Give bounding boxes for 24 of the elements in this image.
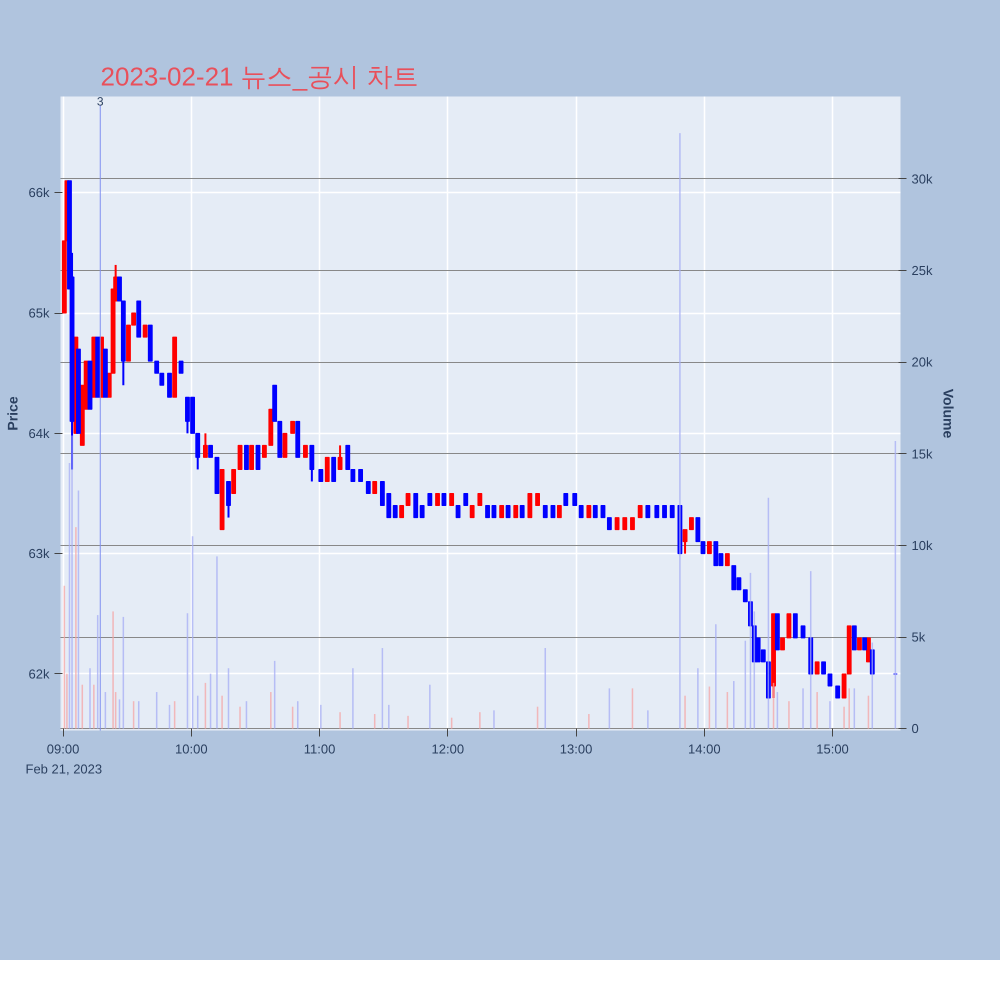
y2-tick-label: 0 <box>912 721 919 736</box>
x-tick-label: 12:00 <box>432 742 464 756</box>
x-tick-label: 14:00 <box>688 742 721 756</box>
y-tick-label: 65k <box>28 306 50 321</box>
x-tick-label: 13:00 <box>560 742 592 756</box>
x-tick-label: 11:00 <box>304 742 336 756</box>
y2-tick-label: 15k <box>912 446 933 462</box>
y2-tick-label: 5k <box>912 630 926 645</box>
y2-tick-label: 20k <box>912 354 933 370</box>
y-tick-label: 66k <box>28 185 50 200</box>
y-tick-label: 62k <box>28 666 50 682</box>
y-tick-label: 64k <box>28 426 50 441</box>
y-tick-label: 63k <box>28 546 50 562</box>
y2-axis-title: Volume <box>940 388 956 438</box>
annotation: 3 <box>96 94 104 108</box>
x-tick-label: 09:00 <box>46 742 80 756</box>
y2-tick-label: 10k <box>912 538 933 553</box>
x-tick-label: 10:00 <box>175 742 208 756</box>
y2-tick-label: 30k <box>912 171 933 186</box>
y2-tick-label: 25k <box>912 263 933 278</box>
x-tick-label: 15:00 <box>816 742 849 756</box>
y-axis-title: Price <box>4 396 21 431</box>
text: Feb 21, 2023 <box>26 762 102 776</box>
chart-title: 2023-02-21 뉴스_공시 차트 <box>100 62 418 92</box>
